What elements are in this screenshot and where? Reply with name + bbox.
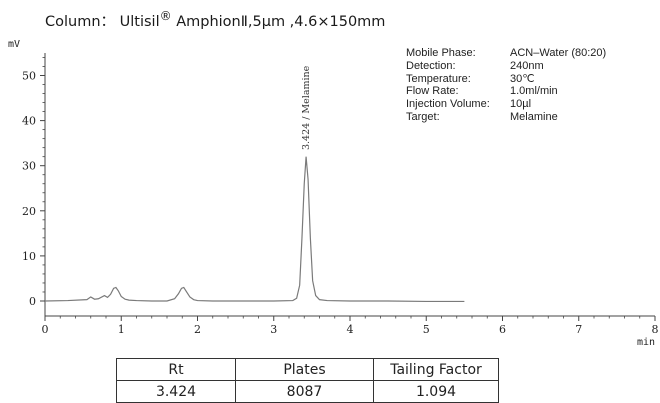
chromatogram-chart: mV min 0 10 20 30 40 50 0 1 2 3 4 5 6 7 8 3.424 / Melam… xyxy=(8,39,659,348)
x-tick-label: 6 xyxy=(499,323,506,336)
condition-label: Detection: xyxy=(406,59,456,72)
condition-label: Flow Rate: xyxy=(406,85,459,98)
condition-value: 1.0ml/min xyxy=(510,85,558,98)
condition-label: Injection Volume: xyxy=(406,98,490,111)
registered-mark: ® xyxy=(159,9,172,23)
x-tick-label: 7 xyxy=(575,323,582,336)
header-plates: Plates xyxy=(235,358,374,381)
table-row: 3.424 8087 1.094 xyxy=(116,380,499,403)
y-tick-label: 0 xyxy=(29,295,36,308)
results-table: Rt Plates Tailing Factor 3.424 8087 1.09… xyxy=(116,358,499,403)
trace-group xyxy=(44,156,465,303)
header-rt: Rt xyxy=(116,358,236,381)
condition-label: Mobile Phase: xyxy=(406,47,476,59)
y-tick-label: 30 xyxy=(22,160,36,173)
x-tick-label: 4 xyxy=(347,323,354,336)
chromatogram-trace xyxy=(44,156,465,303)
condition-label: Temperature: xyxy=(406,72,471,85)
cell-plates: 8087 xyxy=(235,380,374,403)
cell-rt: 3.424 xyxy=(116,380,236,403)
header-tailing-factor: Tailing Factor xyxy=(373,358,499,381)
y-tick-label: 10 xyxy=(22,250,36,263)
conditions-labels: Mobile Phase: Detection: Temperature: Flow … xyxy=(406,47,490,124)
y-tick-label: 50 xyxy=(22,70,36,83)
condition-value: 30℃ xyxy=(510,72,535,85)
title-prefix: Column： Ultisil xyxy=(45,13,160,30)
x-axis-label: min xyxy=(637,337,655,348)
condition-value: ACN–Water (80:20) xyxy=(510,47,607,59)
condition-value: Melamine xyxy=(510,110,558,123)
x-tick-label: 0 xyxy=(42,323,49,336)
chart-title: Column： Ultisil® AmphionⅡ,5μm ,4.6×150mm xyxy=(45,9,385,31)
peak-label: 3.424 / Melamine xyxy=(301,65,312,150)
y-axis-label: mV xyxy=(8,39,20,50)
cell-tailing-factor: 1.094 xyxy=(373,380,499,403)
x-tick-label: 3 xyxy=(270,323,277,336)
x-tick-label: 2 xyxy=(194,323,201,336)
x-tick-label: 8 xyxy=(652,323,659,336)
title-suffix: AmphionⅡ,5μm ,4.6×150mm xyxy=(171,13,386,30)
condition-value: 10µl xyxy=(510,98,532,111)
x-tick-label: 1 xyxy=(118,323,125,336)
y-tick-label: 40 xyxy=(22,115,36,128)
x-tick-label: 5 xyxy=(423,323,430,336)
y-tick-label: 20 xyxy=(22,205,36,218)
table-header-row: Rt Plates Tailing Factor xyxy=(116,358,499,381)
ticks: 0 10 20 30 40 50 0 1 2 3 4 5 6 7 8 xyxy=(22,57,659,336)
annotations: 3.424 / Melamine xyxy=(301,65,312,150)
conditions-values: ACN–Water (80:20) 240nm 30℃ 1.0ml/min 10µl M… xyxy=(510,47,606,124)
condition-label: Target: xyxy=(406,110,440,123)
condition-value: 240nm xyxy=(510,59,544,72)
